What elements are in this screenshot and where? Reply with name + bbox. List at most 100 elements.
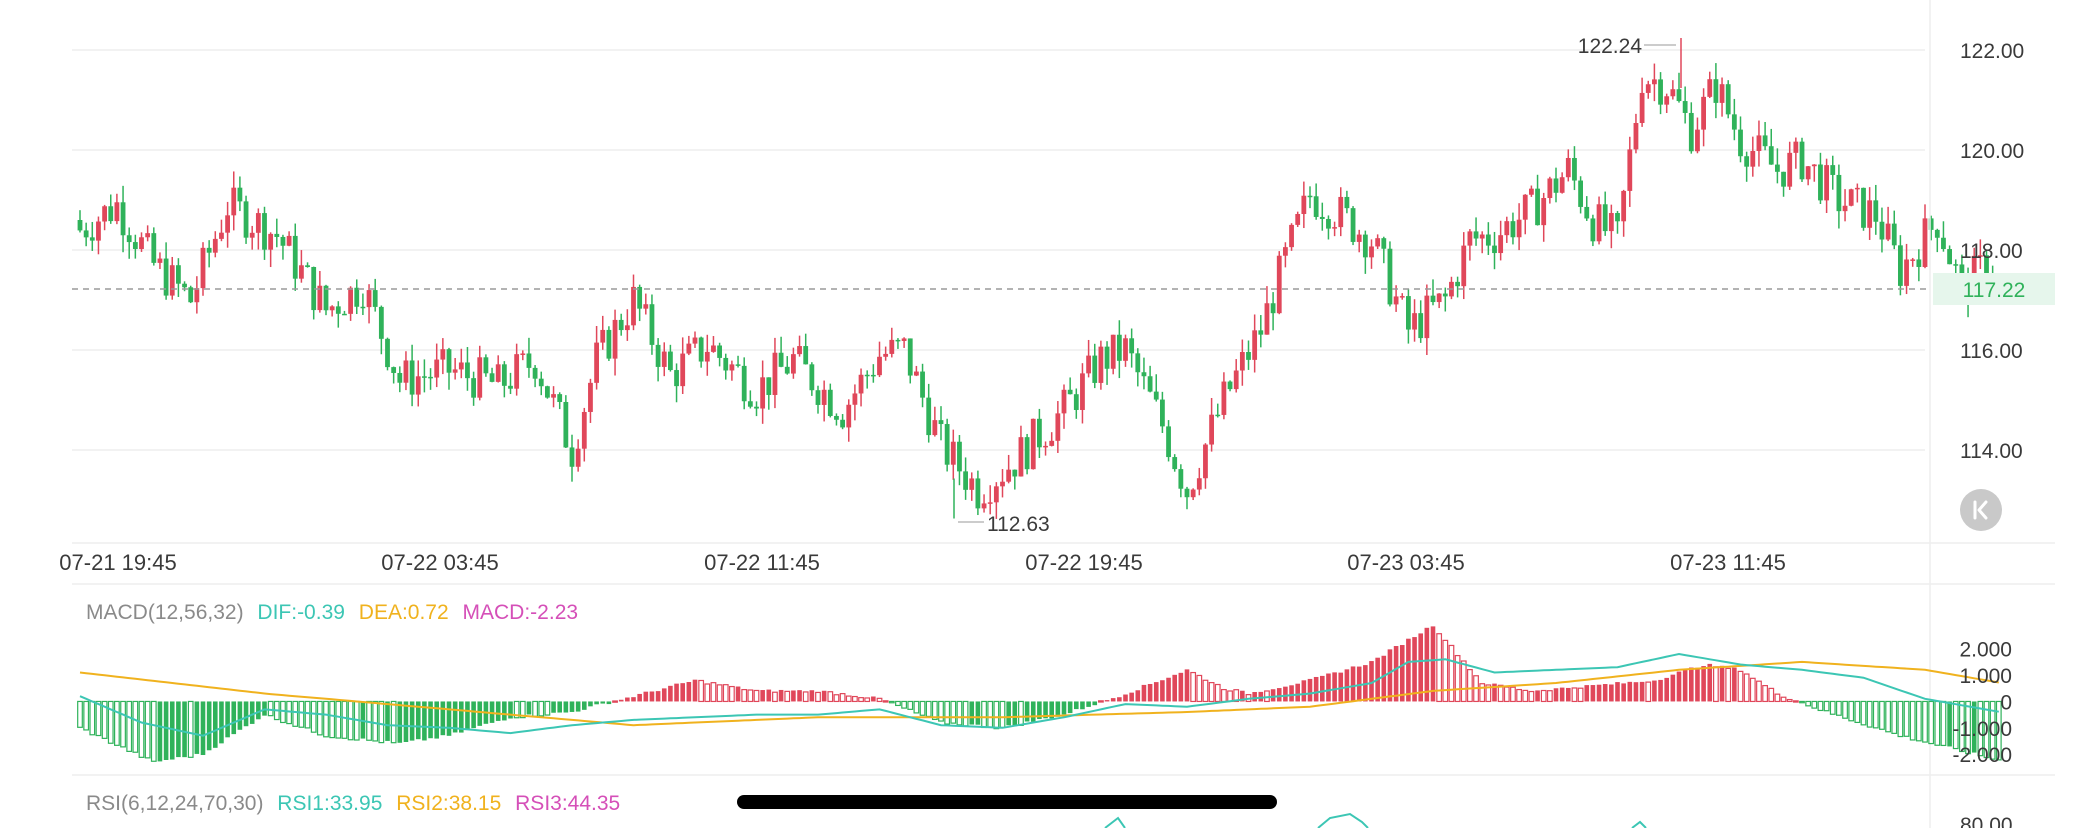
candle-body [1977,255,1983,257]
macd-bar [1664,677,1669,702]
candle-body [957,441,962,472]
candle-body [594,342,599,383]
macd-bar [138,700,145,758]
macd-bar [1123,694,1128,702]
candle-body [1381,238,1387,249]
macd-bar [292,700,299,727]
candle-body [1553,178,1559,193]
candle-body [545,386,550,398]
candle-body [606,329,612,359]
candle-body [1387,248,1393,305]
candle-body [711,345,716,352]
macd-bar [1596,684,1602,702]
macd-bar [1749,677,1756,703]
candle-body [1602,204,1608,232]
candle-body [655,344,661,367]
macd-bar [1227,690,1233,703]
candle-body [1141,372,1147,377]
macd-bar [1732,667,1737,702]
candle-body [1086,355,1091,374]
current-price-tag: 117.22 [1963,279,2026,302]
candle-body [1369,246,1374,258]
macd-bar [1190,671,1197,703]
macd-bar [1049,701,1054,719]
candle-body [1375,238,1381,247]
candle-body [249,232,255,238]
macd-bar [1381,655,1387,702]
rsi2-value: RSI2:38.15 [396,792,501,815]
macd-bar [1356,666,1362,702]
candle-body [846,404,852,428]
candle-body [335,306,341,314]
candle-body [194,288,200,303]
candle-body [372,290,378,307]
candle-body [1289,224,1294,248]
candle-body [1873,200,1879,222]
candle-body [520,353,526,355]
macd-bar [797,690,802,702]
macd-bar [1553,688,1559,702]
candle-body [1350,208,1356,242]
candle-body [483,357,489,374]
home-indicator-bar[interactable] [737,795,1277,809]
candle-body [1264,303,1270,335]
macd-bar [335,700,342,739]
macd-bar [845,695,852,703]
candle-body [440,349,446,360]
macd-bar [1018,700,1024,726]
macd-bar [144,700,151,759]
macd-bar [1369,661,1374,702]
macd-bar [1466,669,1473,703]
macd-bar [249,701,255,724]
macd-bar [452,701,458,733]
candle-body [1861,187,1866,228]
candle-body [766,377,772,395]
macd-tick-label: 1.000 [1959,665,2012,688]
candle-body [415,376,421,395]
macd-bar [1540,689,1547,703]
candle-body [1196,478,1202,490]
macd-bar [1208,682,1215,703]
max-price-label: 122.24 [1578,35,1643,58]
candle-body [169,265,175,296]
candle-body [1701,96,1706,130]
macd-bar [1295,683,1300,702]
candle-body [754,406,759,409]
candle-body [102,206,107,222]
candle-body [132,242,138,249]
candle-body [618,319,624,331]
time-tick-label: 07-22 03:45 [381,550,498,575]
candle-body [1731,114,1737,130]
candle-body [1092,355,1098,383]
candle-body [157,258,163,263]
macd-bar [1485,684,1492,703]
scroll-to-latest-button[interactable] [1960,489,2002,531]
candle-body [1615,213,1620,222]
candle-body [1529,188,1534,195]
macd-bar [1584,685,1590,702]
candle-body [803,346,809,365]
macd-bar [1522,689,1529,703]
candle-body [1006,469,1012,482]
candle-body [1313,196,1319,217]
macd-bar [1406,638,1411,702]
macd-bar [784,690,791,703]
macd-bar [698,679,705,703]
candle-body [895,339,901,342]
macd-bar [618,699,624,702]
candle-body [1590,218,1596,242]
candle-body [1166,426,1171,458]
macd-bar [1737,670,1744,703]
candle-body [1412,313,1417,330]
macd-bar [310,700,317,733]
macd-bar [735,686,741,702]
candle-body [1055,413,1061,441]
candle-body [932,420,938,436]
candle-body [1129,338,1135,354]
macd-bar [1412,637,1417,702]
macd-bar [864,697,871,703]
macd-header: MACD(12,56,32) DIF:-0.39 DEA:0.72 MACD:-… [86,601,578,624]
candle-body [797,346,802,355]
macd-bar [1320,675,1325,702]
